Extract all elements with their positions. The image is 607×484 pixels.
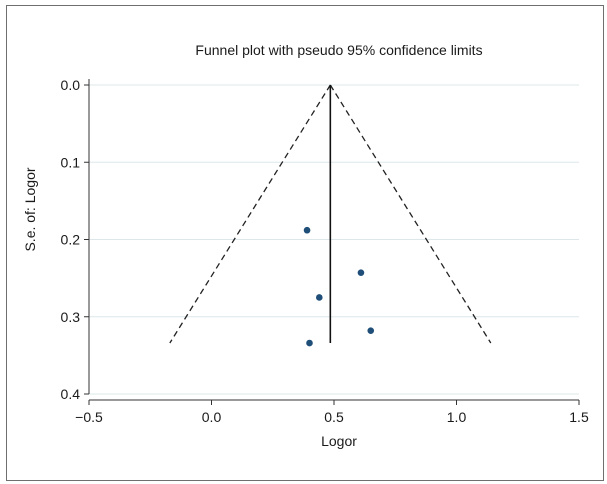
data-points	[303, 226, 375, 347]
x-tick-label-4: 1.5	[569, 409, 589, 425]
data-point-0	[303, 226, 311, 234]
y-tick-label-3: 0.3	[61, 309, 81, 325]
chart-title: Funnel plot with pseudo 95% confidence l…	[195, 42, 482, 58]
axes: 0.0 0.1 0.2 0.3 0.4 −0.5 0.0 0.5 1.0 1.5	[61, 77, 589, 425]
funnel-lines	[169, 84, 492, 344]
x-tick-label-1: 0.0	[202, 409, 222, 425]
data-point-3	[367, 327, 375, 334]
data-point-1	[357, 269, 365, 277]
funnel-plot: 0.0 0.1 0.2 0.3 0.4 −0.5 0.0 0.5 1.0 1.5 Funnel p…	[22, 42, 589, 449]
x-tick-label-3: 1.0	[447, 409, 467, 425]
x-tick-label-0: −0.5	[75, 409, 103, 425]
ci-line-right	[329, 84, 492, 344]
data-point-4	[306, 339, 313, 347]
data-point-2	[316, 294, 323, 301]
x-tick-label-2: 0.5	[324, 409, 344, 425]
y-tick-label-2: 0.2	[61, 232, 81, 248]
chart-frame: 0.0 0.1 0.2 0.3 0.4 −0.5 0.0 0.5 1.0 1.5 Funnel p…	[6, 5, 604, 481]
grid-lines	[89, 84, 579, 395]
y-tick-label-1: 0.1	[61, 154, 81, 170]
y-tick-label-0: 0.0	[61, 77, 81, 93]
ci-line-left	[169, 84, 331, 344]
y-tick-label-4: 0.4	[61, 386, 81, 402]
x-axis-title: Logor	[321, 433, 357, 449]
y-axis-title: S.e. of: Logor	[22, 167, 38, 251]
